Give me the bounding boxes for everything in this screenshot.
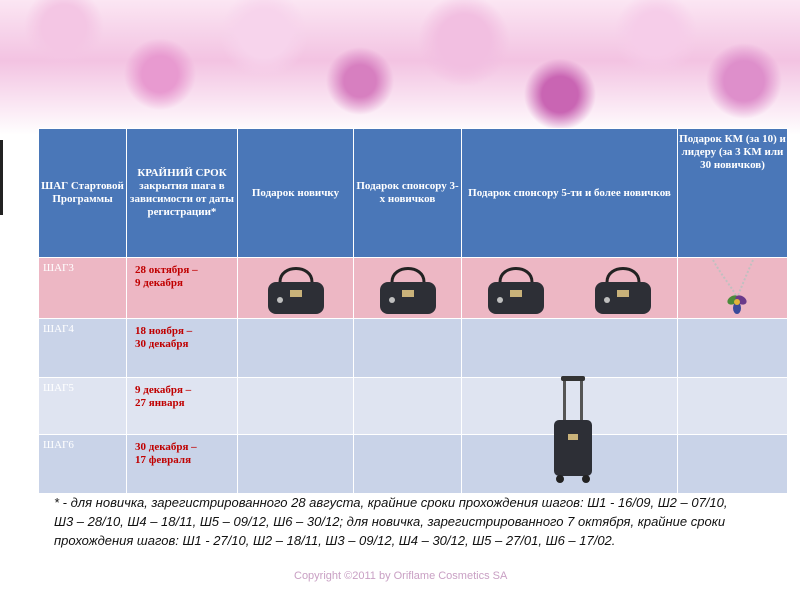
empty-cell <box>237 377 354 435</box>
empty-cell <box>461 318 678 378</box>
deadline-start: 9 декабря – <box>135 384 192 396</box>
empty-cell <box>237 318 354 378</box>
empty-cell <box>353 318 462 378</box>
empty-cell <box>677 434 788 494</box>
table-row: ШАГ3 28 октября – 9 декабря <box>38 257 788 319</box>
gift-cell-newbie <box>237 257 354 319</box>
deadline-end: 27 января <box>135 397 185 409</box>
flower-necklace-icon <box>711 259 754 314</box>
left-edge-bar <box>0 140 3 215</box>
deadline-end: 9 декабря <box>135 277 183 289</box>
step-label: ШАГ5 <box>38 377 127 435</box>
handbag-icon <box>595 267 652 314</box>
header-gift-sponsor-3: Подарок спонсору 3-х новичков <box>353 128 462 258</box>
step-label: ШАГ6 <box>38 434 127 494</box>
decorative-petal-banner <box>0 0 800 135</box>
deadline-cell: 28 октября – 9 декабря <box>126 257 238 319</box>
starter-program-table: ШАГ Стартовой Программы КРАЙНИЙ СРОК зак… <box>38 128 788 494</box>
step-label: ШАГ4 <box>38 318 127 378</box>
empty-cell <box>237 434 354 494</box>
gift-cell-sponsor-3 <box>353 257 462 319</box>
header-gift-leader: Подарок КМ (за 10) и лидеру (за 3 КМ или… <box>677 128 788 258</box>
deadline-end: 17 февраля <box>135 454 192 466</box>
deadline-cell: 9 декабря – 27 января <box>126 377 238 435</box>
header-deadline: КРАЙНИЙ СРОК закрытия шага в зависимости… <box>126 128 238 258</box>
header-step: ШАГ Стартовой Программы <box>38 128 127 258</box>
gift-cell-sponsor-5 <box>461 257 678 319</box>
handbag-icon <box>487 267 544 314</box>
deadline-end: 30 декабря <box>135 338 189 350</box>
trolley-suitcase-icon <box>554 376 592 483</box>
copyright: Copyright ©2011 by Oriflame Cosmetics SA <box>294 570 508 582</box>
header-gift-sponsor-5: Подарок спонсору 5-ти и более новичков <box>461 128 678 258</box>
table-row: ШАГ5 9 декабря – 27 января <box>38 377 788 435</box>
header-gift-newbie: Подарок новичку <box>237 128 354 258</box>
table-row: ШАГ6 30 декабря – 17 февраля <box>38 434 788 494</box>
deadline-start: 30 декабря – <box>135 441 197 453</box>
footnote: * - для новичка, зарегистрированного 28 … <box>54 495 728 548</box>
table-header-row: ШАГ Стартовой Программы КРАЙНИЙ СРОК зак… <box>38 128 788 258</box>
handbag-icon <box>379 267 436 314</box>
step-label: ШАГ3 <box>38 257 127 319</box>
empty-cell <box>677 318 788 378</box>
gift-cell-leader <box>677 257 788 319</box>
deadline-start: 18 ноября – <box>135 325 193 337</box>
table-row: ШАГ4 18 ноября – 30 декабря <box>38 318 788 378</box>
empty-cell <box>353 377 462 435</box>
deadline-cell: 18 ноября – 30 декабря <box>126 318 238 378</box>
empty-cell <box>353 434 462 494</box>
deadline-cell: 30 декабря – 17 февраля <box>126 434 238 494</box>
deadline-start: 28 октября – <box>135 264 198 276</box>
empty-cell <box>677 377 788 435</box>
handbag-icon <box>267 267 324 314</box>
